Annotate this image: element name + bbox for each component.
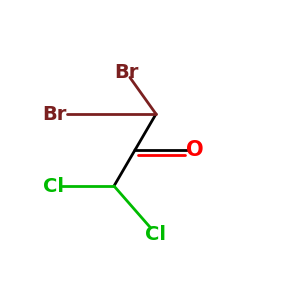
- Text: O: O: [186, 140, 204, 160]
- Text: Br: Br: [114, 62, 138, 82]
- Text: Cl: Cl: [44, 176, 64, 196]
- Text: Cl: Cl: [146, 224, 167, 244]
- Text: Br: Br: [42, 104, 66, 124]
